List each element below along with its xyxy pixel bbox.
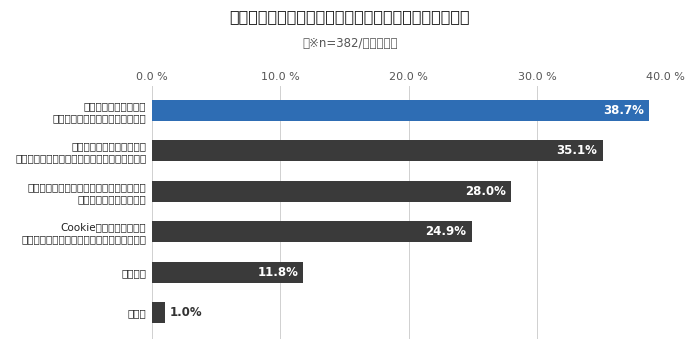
Text: （※n=382/複数回答）: （※n=382/複数回答）	[302, 37, 398, 50]
Text: 38.7%: 38.7%	[603, 104, 644, 116]
Text: 11.8%: 11.8%	[258, 266, 298, 279]
Text: 1.0%: 1.0%	[170, 306, 202, 319]
Text: 28.0%: 28.0%	[466, 185, 506, 198]
Text: ステークホルダーとの連携を難しくしている近年の動向: ステークホルダーとの連携を難しくしている近年の動向	[230, 9, 470, 24]
Bar	[152, 221, 472, 242]
Text: 24.9%: 24.9%	[426, 225, 466, 238]
Text: 35.1%: 35.1%	[556, 144, 598, 157]
Bar	[152, 181, 512, 202]
Bar	[152, 99, 649, 121]
Bar	[152, 140, 603, 161]
Bar	[152, 302, 164, 323]
Bar	[152, 262, 303, 283]
